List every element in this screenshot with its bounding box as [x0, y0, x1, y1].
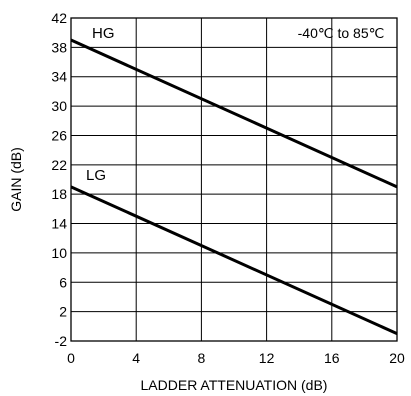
x-tick-labels: 0 4 8 12 16 20 — [67, 350, 405, 366]
y-axis-title: GAIN (dB) — [8, 147, 24, 212]
plot-frame — [70, 17, 398, 342]
series-line-hg — [70, 38, 398, 189]
y-tick-label: 10 — [51, 245, 67, 261]
x-tick-label: 0 — [67, 350, 75, 366]
series-layer: HG LG — [70, 25, 398, 336]
y-tick-label: 34 — [51, 69, 67, 85]
x-axis-title: LADDER ATTENUATION (dB) — [141, 377, 328, 393]
temperature-range-annotation: -40℃ to 85℃ — [298, 25, 385, 41]
x-tick-label: 16 — [324, 350, 340, 366]
y-tick-label: 42 — [51, 10, 67, 26]
y-tick-label: 6 — [59, 274, 67, 290]
series-line-lg — [70, 185, 398, 336]
series-label-hg: HG — [92, 25, 115, 42]
y-tick-label: 30 — [51, 98, 67, 114]
x-tick-label: 20 — [389, 350, 405, 366]
y-tick-label: 14 — [51, 216, 67, 232]
series-label-lg: LG — [86, 167, 106, 184]
y-tick-label: 38 — [51, 39, 67, 55]
x-tick-label: 4 — [132, 350, 140, 366]
y-tick-label: 26 — [51, 127, 67, 143]
y-tick-label: 2 — [59, 304, 67, 320]
y-tick-label: -2 — [55, 333, 68, 349]
y-tick-label: 18 — [51, 186, 67, 202]
grid — [70, 17, 398, 342]
y-tick-label: 22 — [51, 157, 67, 173]
x-tick-label: 8 — [198, 350, 206, 366]
x-tick-label: 12 — [259, 350, 275, 366]
